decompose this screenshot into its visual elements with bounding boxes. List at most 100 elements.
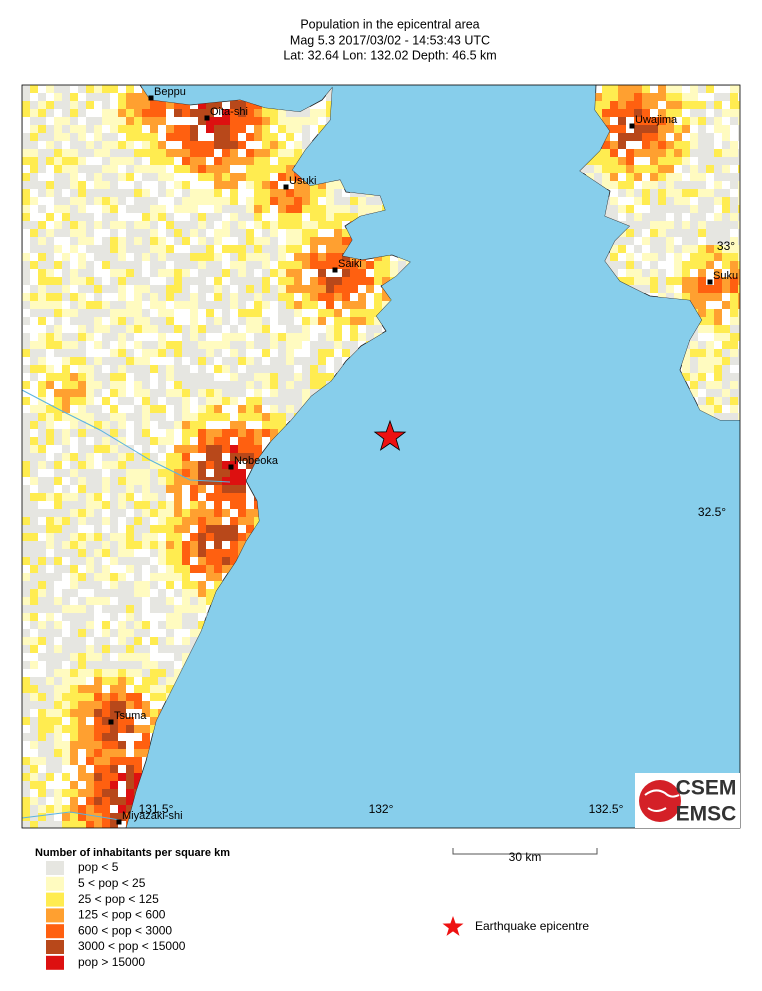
population-cell	[690, 229, 698, 237]
population-cell	[30, 781, 38, 789]
population-cell	[730, 381, 738, 389]
population-cell	[182, 613, 190, 621]
population-cell	[254, 293, 262, 301]
population-cell	[198, 301, 206, 309]
population-cell	[102, 333, 110, 341]
population-cell	[222, 157, 230, 165]
population-cell	[254, 429, 262, 437]
population-cell	[30, 509, 38, 517]
population-cell	[22, 485, 30, 493]
population-cell	[730, 173, 738, 181]
population-cell	[254, 333, 262, 341]
population-cell	[46, 109, 54, 117]
population-cell	[230, 229, 238, 237]
population-cell	[294, 285, 302, 293]
population-cell	[358, 205, 366, 213]
population-cell	[54, 725, 62, 733]
population-cell	[110, 645, 118, 653]
population-cell	[30, 421, 38, 429]
population-cell	[230, 517, 238, 525]
population-cell	[706, 349, 714, 357]
population-cell	[110, 189, 118, 197]
population-cell	[134, 613, 142, 621]
population-cell	[62, 501, 70, 509]
population-cell	[350, 341, 358, 349]
population-cell	[142, 293, 150, 301]
population-cell	[142, 197, 150, 205]
population-cell	[586, 165, 594, 173]
population-cell	[126, 797, 134, 805]
population-cell	[698, 181, 706, 189]
population-cell	[150, 213, 158, 221]
population-cell	[634, 261, 642, 269]
population-cell	[134, 661, 142, 669]
population-cell	[190, 565, 198, 573]
population-cell	[722, 237, 730, 245]
population-cell	[318, 205, 326, 213]
population-cell	[714, 381, 722, 389]
population-cell	[38, 805, 46, 813]
population-cell	[102, 629, 110, 637]
population-cell	[714, 245, 722, 253]
population-cell	[86, 445, 94, 453]
population-cell	[690, 341, 698, 349]
population-cell	[94, 589, 102, 597]
population-cell	[94, 781, 102, 789]
population-cell	[230, 421, 238, 429]
population-cell	[118, 581, 126, 589]
population-cell	[38, 253, 46, 261]
population-cell	[666, 125, 674, 133]
population-cell	[94, 821, 102, 828]
population-cell	[738, 333, 740, 341]
population-cell	[86, 269, 94, 277]
population-cell	[182, 229, 190, 237]
population-cell	[626, 157, 634, 165]
population-cell	[246, 253, 254, 261]
population-cell	[54, 373, 62, 381]
city-label: Beppu	[154, 86, 186, 98]
population-cell	[126, 805, 134, 813]
population-cell	[730, 333, 738, 341]
population-cell	[118, 309, 126, 317]
population-cell	[198, 101, 206, 109]
population-cell	[190, 213, 198, 221]
population-cell	[166, 453, 174, 461]
population-cell	[682, 125, 690, 133]
population-cell	[86, 693, 94, 701]
population-cell	[150, 117, 158, 125]
population-cell	[182, 253, 190, 261]
population-cell	[22, 509, 30, 517]
population-cell	[38, 109, 46, 117]
population-cell	[278, 389, 286, 397]
population-cell	[78, 677, 86, 685]
population-cell	[262, 237, 270, 245]
population-cell	[326, 285, 334, 293]
population-cell	[350, 213, 358, 221]
population-cell	[22, 381, 30, 389]
population-cell	[618, 141, 626, 149]
population-cell	[206, 309, 214, 317]
population-cell	[118, 637, 126, 645]
population-cell	[222, 533, 230, 541]
population-cell	[118, 573, 126, 581]
population-cell	[198, 525, 206, 533]
population-cell	[706, 253, 714, 261]
population-cell	[134, 157, 142, 165]
population-cell	[86, 365, 94, 373]
population-cell	[626, 85, 634, 93]
population-cell	[182, 637, 190, 645]
legend-label: pop > 15000	[78, 955, 145, 969]
population-cell	[658, 253, 666, 261]
population-cell	[382, 269, 390, 277]
population-cell	[270, 117, 278, 125]
population-cell	[342, 317, 350, 325]
population-cell	[230, 341, 238, 349]
population-cell	[22, 589, 30, 597]
population-cell	[738, 397, 740, 405]
population-cell	[190, 445, 198, 453]
population-cell	[22, 421, 30, 429]
population-cell	[38, 485, 46, 493]
population-cell	[254, 245, 262, 253]
population-cell	[730, 237, 738, 245]
logo-globe	[639, 780, 681, 822]
